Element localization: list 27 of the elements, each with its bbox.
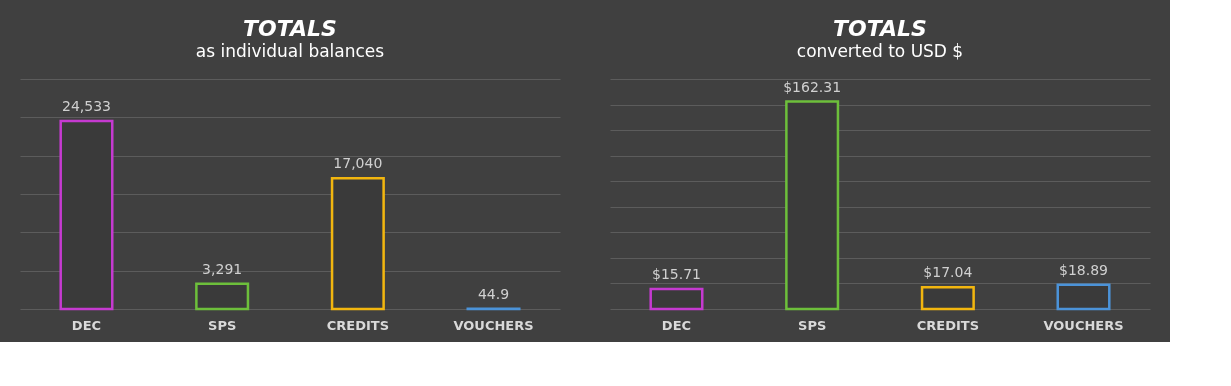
data-label: 17,040 [333,155,383,172]
x-tick-label: SPS [208,317,237,333]
x-tick-label: DEC [71,317,102,333]
chart-subtitle: converted to USD $ [796,41,964,61]
bar [59,119,114,311]
x-tick-label: VOUCHERS [1043,317,1124,333]
data-label: $17.04 [923,264,973,281]
bar [195,282,250,311]
data-label: $15.71 [651,265,701,282]
chart-subtitle: as individual balances [195,41,385,61]
chart-title: TOTALS [833,16,927,41]
x-tick-label: SPS [798,317,827,333]
x-tick-label: VOUCHERS [453,317,534,333]
bar [1056,283,1111,311]
chart-title: TOTALS [243,16,337,41]
data-label: 24,533 [61,97,111,114]
bar [330,177,385,311]
bar [920,285,975,311]
data-label: 44.9 [477,285,510,302]
x-tick-label: CREDITS [916,317,979,333]
data-label: 3,291 [202,260,243,277]
x-tick-label: DEC [661,317,692,333]
x-tick-label: CREDITS [326,317,389,333]
data-label: $162.31 [783,78,842,95]
data-label: $18.89 [1059,261,1109,278]
bar [785,100,840,311]
bar [649,287,704,311]
